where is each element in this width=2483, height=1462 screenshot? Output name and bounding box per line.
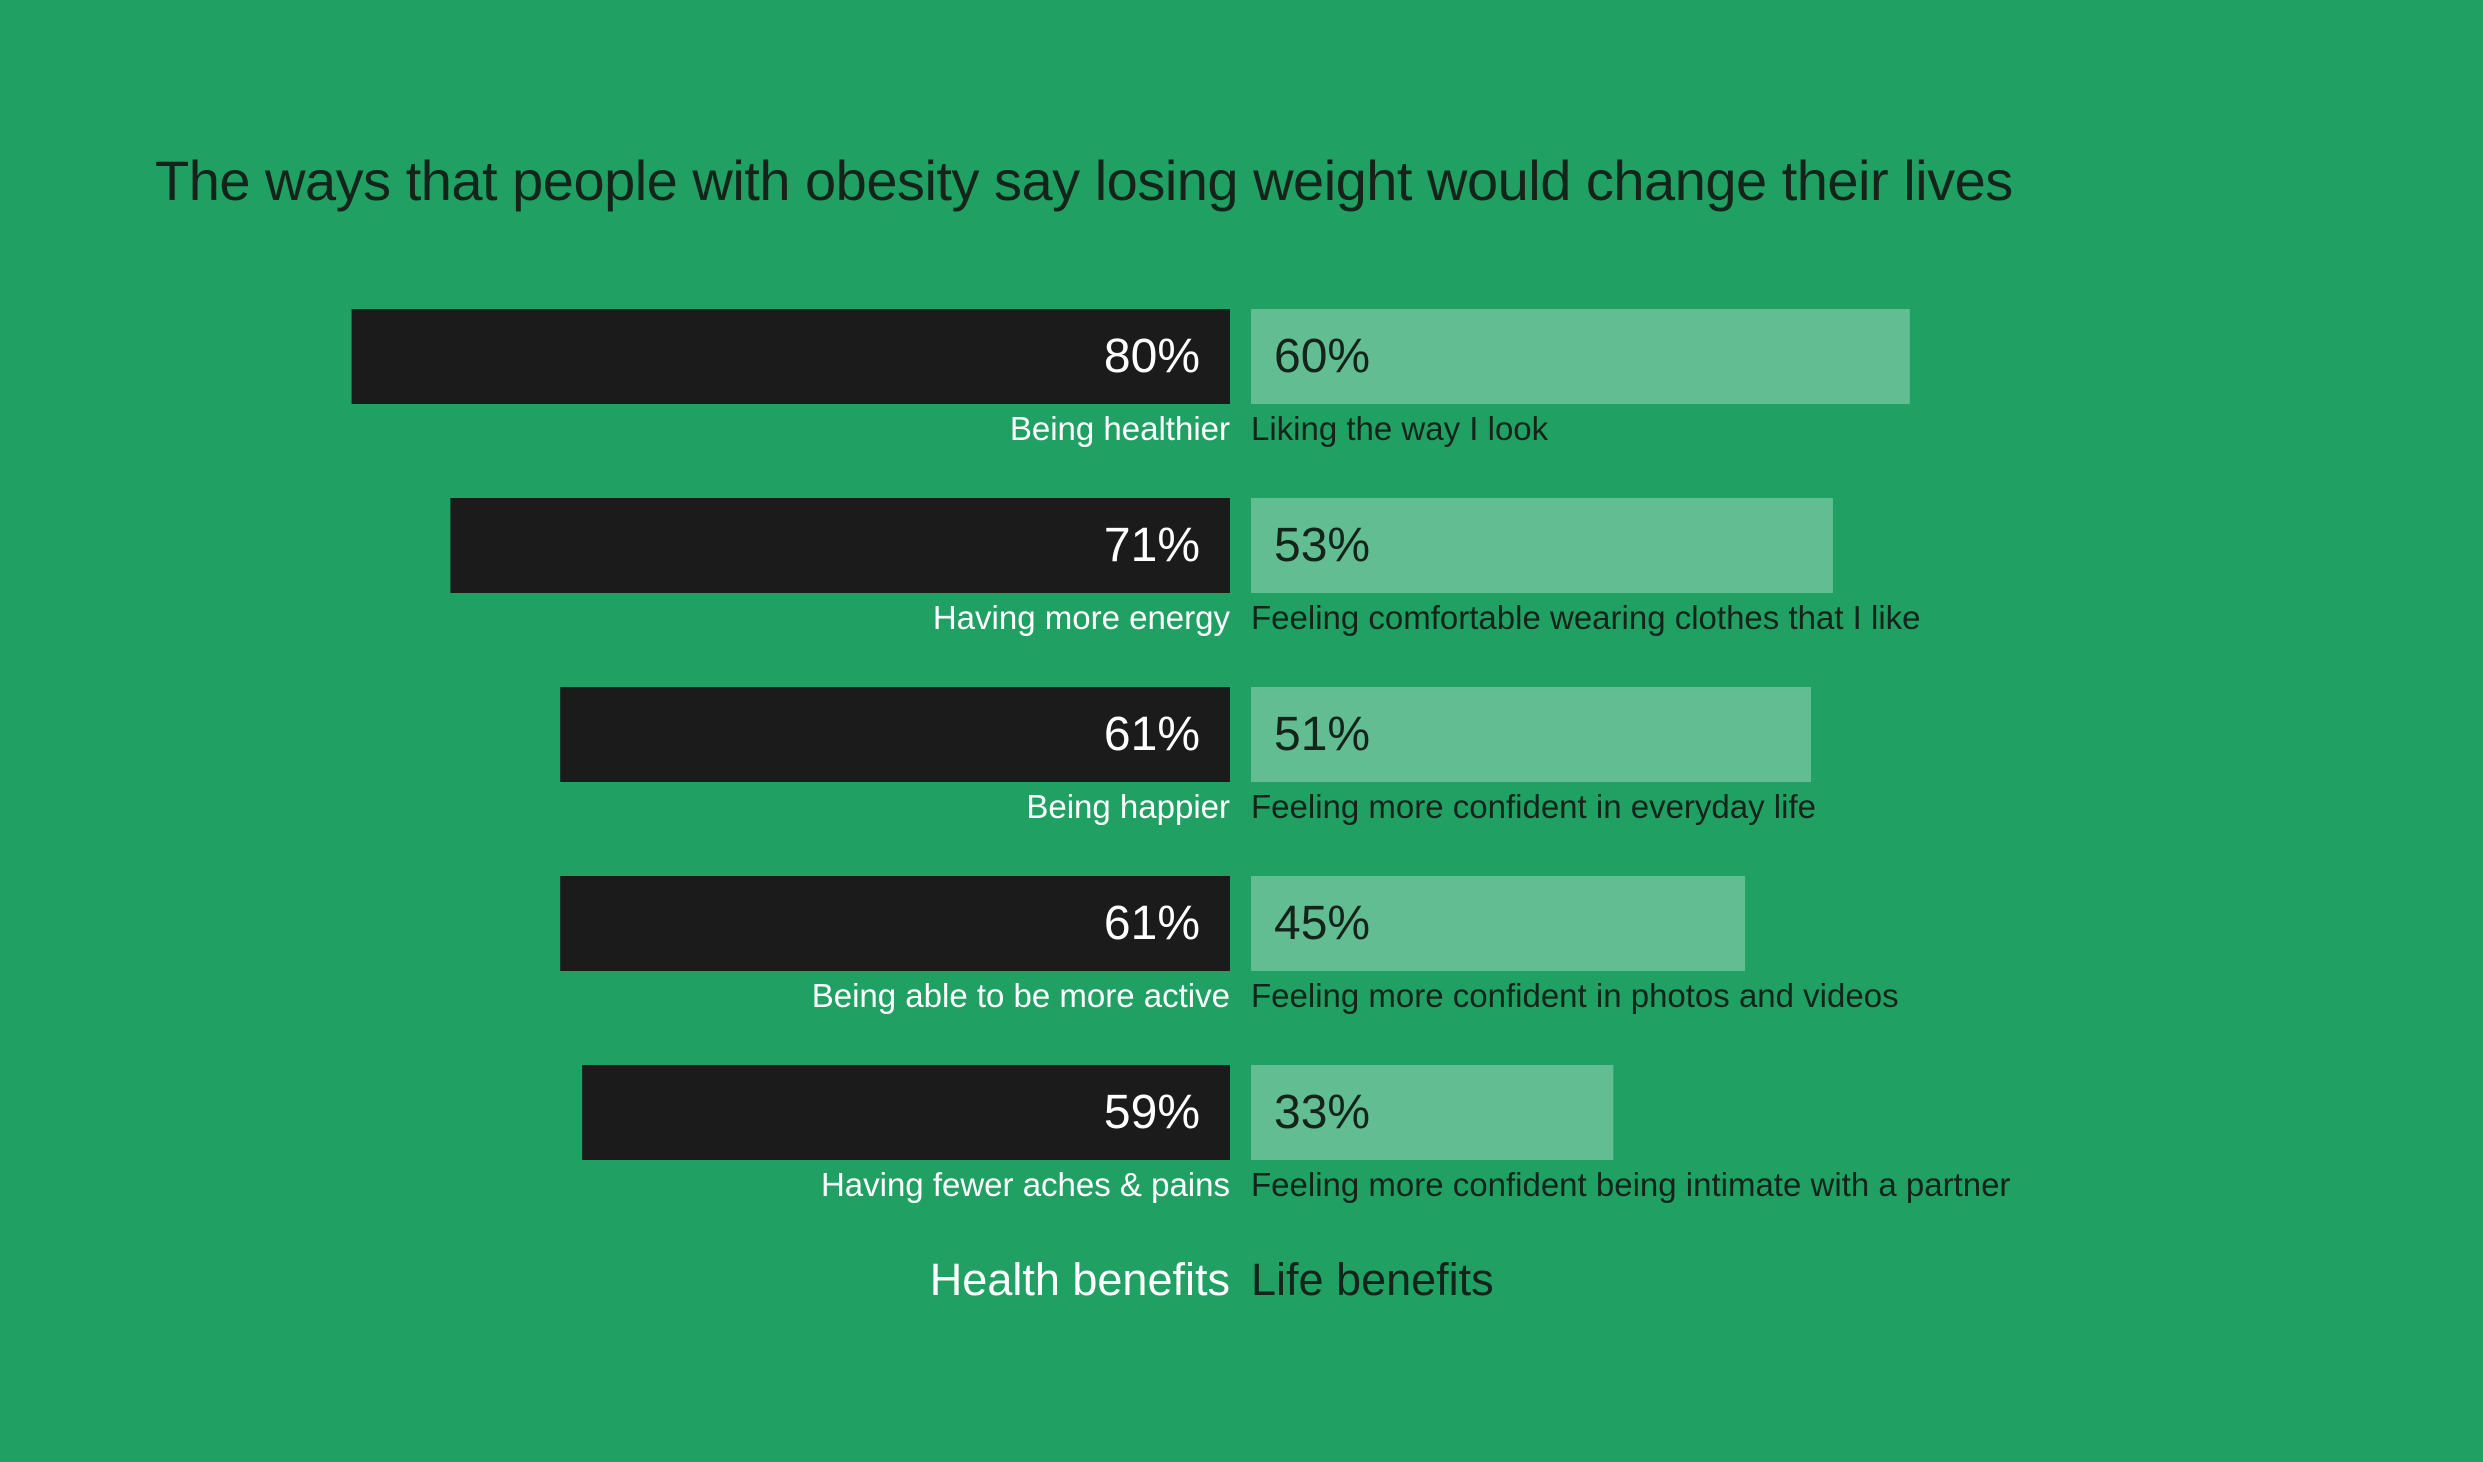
health-category-label: Being happier [1026,788,1230,825]
life-value-label: 53% [1274,519,1370,572]
life-category-label: Feeling more confident in photos and vid… [1251,977,1899,1014]
life-value-label: 51% [1274,708,1370,761]
health-value-label: 61% [1104,708,1200,761]
chart-title: The ways that people with obesity say lo… [155,149,2013,212]
life-value-label: 45% [1274,897,1370,950]
life-benefits-legend: Life benefits [1251,1254,1494,1305]
life-value-label: 60% [1274,330,1370,383]
health-bar [560,687,1230,782]
health-benefits-legend: Health benefits [930,1254,1230,1305]
life-category-label: Feeling more confident being intimate wi… [1251,1166,2010,1203]
health-bar [351,309,1231,404]
health-value-label: 80% [1104,330,1200,383]
life-bar [1251,498,1833,593]
health-category-label: Having fewer aches & pains [821,1166,1230,1203]
life-bar [1251,1065,1614,1160]
life-value-label: 33% [1274,1086,1370,1139]
life-bar [1251,876,1746,971]
health-category-label: Being healthier [1010,410,1230,447]
health-category-label: Being able to be more active [812,977,1230,1014]
life-category-label: Feeling more confident in everyday life [1251,788,1816,825]
health-value-label: 59% [1104,1086,1200,1139]
life-category-label: Liking the way I look [1251,410,1549,447]
health-value-label: 71% [1104,519,1200,572]
health-bar [450,498,1230,593]
life-bar [1251,687,1811,782]
health-bar [560,876,1230,971]
health-category-label: Having more energy [933,599,1231,636]
life-category-label: Feeling comfortable wearing clothes that… [1251,599,1921,636]
health-bar [582,1065,1230,1160]
life-bar [1251,309,1910,404]
health-value-label: 61% [1104,897,1200,950]
